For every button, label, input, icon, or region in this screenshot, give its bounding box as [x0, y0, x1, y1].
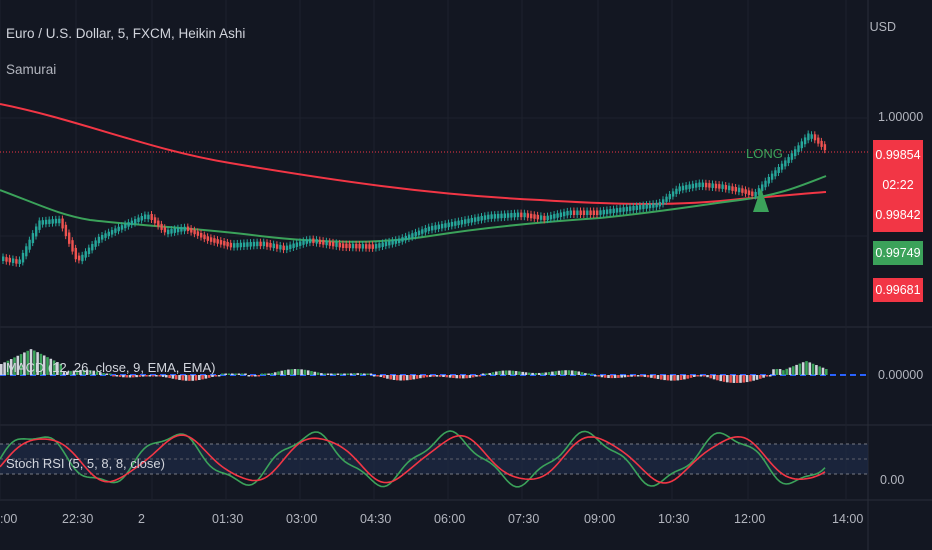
time-label: 12:00 — [734, 512, 766, 526]
time-label: 2 — [138, 512, 145, 526]
heikin-ashi-candles — [2, 130, 827, 267]
price-tick-top: 1.00000 — [878, 110, 924, 124]
macd-tick: 0.00000 — [878, 368, 924, 382]
stoch-rsi-label[interactable]: Stoch RSI (5, 5, 8, 8, close) — [6, 456, 165, 471]
current-price-box: 0.99854 02:22 0.99842 — [873, 140, 923, 232]
green-moving-average — [0, 175, 827, 243]
time-label: 22:30 — [62, 512, 94, 526]
time-label: 04:30 — [360, 512, 392, 526]
stoch-tick: 0.00 — [880, 473, 905, 487]
green-ma-price-tag: 0.99749 — [873, 241, 923, 265]
time-label: 14:00 — [832, 512, 864, 526]
price-tag-2: 0.99842 — [875, 208, 921, 222]
indicator-name[interactable]: Samurai — [6, 62, 57, 77]
time-label: 06:00 — [434, 512, 466, 526]
currency-label[interactable]: USD — [869, 20, 896, 34]
stoch-d-line — [0, 434, 826, 484]
time-label: 01:30 — [212, 512, 244, 526]
stoch-k-line — [0, 430, 826, 488]
time-label: 07:30 — [508, 512, 540, 526]
bar-countdown-label: 02:22 — [882, 178, 914, 192]
long-signal-label: LONG — [746, 146, 783, 161]
time-label: 03:00 — [286, 512, 318, 526]
time-label: :00 — [0, 512, 18, 526]
long-signal-arrow — [753, 188, 769, 212]
symbol-title[interactable]: Euro / U.S. Dollar, 5, FXCM, Heikin Ashi — [6, 26, 246, 41]
time-label: 10:30 — [658, 512, 690, 526]
time-label: 09:00 — [584, 512, 616, 526]
current-price-label: 0.99854 — [875, 148, 921, 162]
red-ma-price-tag: 0.99681 — [873, 278, 923, 302]
macd-label[interactable]: MACD (12, 26, close, 9, EMA, EMA) — [6, 360, 216, 375]
macd-histogram — [0, 349, 828, 383]
